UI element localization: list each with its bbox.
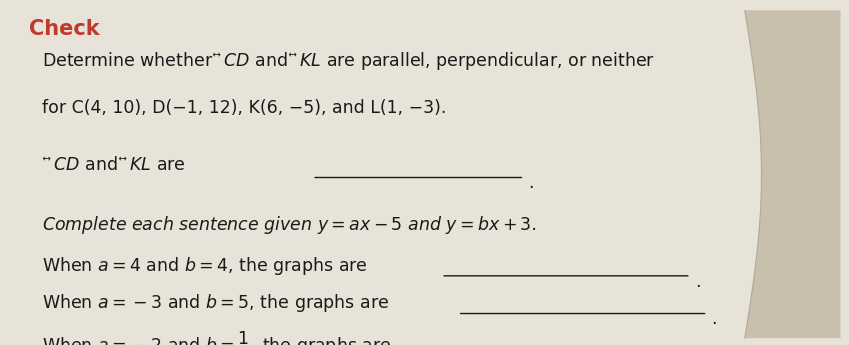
Text: .: . <box>694 273 700 290</box>
Text: Check: Check <box>29 19 100 39</box>
Text: Determine whether $\overleftrightarrow{CD}$ and $\overleftrightarrow{KL}$ are pa: Determine whether $\overleftrightarrow{C… <box>42 50 655 72</box>
Text: .: . <box>528 174 534 192</box>
Text: .: . <box>711 310 717 328</box>
Text: When $a = -3$ and $b = 5$, the graphs are: When $a = -3$ and $b = 5$, the graphs ar… <box>42 292 389 314</box>
Text: When $a = -2$ and $b = \dfrac{1}{2}$, the graphs are: When $a = -2$ and $b = \dfrac{1}{2}$, th… <box>42 330 391 345</box>
Text: When $a = 4$ and $b = 4$, the graphs are: When $a = 4$ and $b = 4$, the graphs are <box>42 255 368 277</box>
Text: Complete each sentence given $y = ax - 5$ and $y = bx + 3$.: Complete each sentence given $y = ax - 5… <box>42 214 536 236</box>
Text: for C(4, 10), D(−1, 12), K(6, −5), and L(1, −3).: for C(4, 10), D(−1, 12), K(6, −5), and L… <box>42 99 446 117</box>
Text: $\overleftrightarrow{CD}$ and $\overleftrightarrow{KL}$ are: $\overleftrightarrow{CD}$ and $\overleft… <box>42 156 186 174</box>
Polygon shape <box>745 10 841 338</box>
